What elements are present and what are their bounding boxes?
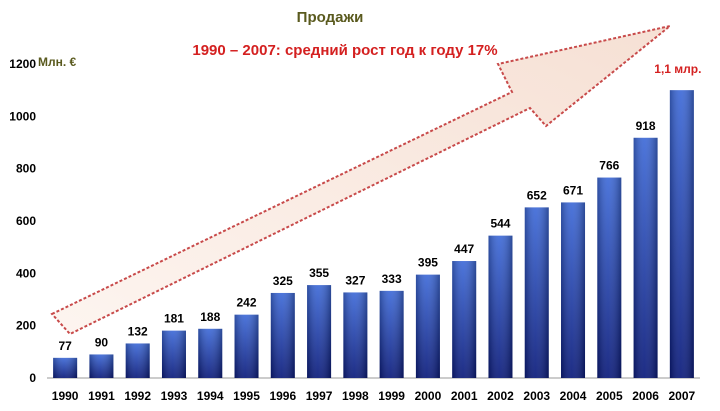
x-tick-label: 2006 (632, 389, 659, 403)
bar-shade (415, 274, 440, 378)
x-tick-label: 1993 (161, 389, 188, 403)
bar-value-label: 188 (200, 310, 220, 324)
bar-value-label: 652 (527, 188, 547, 202)
bar-shade (307, 285, 332, 378)
bars: 77 90 132 181 188 242 325 355 327 333 395 447 544 652… (53, 62, 701, 379)
bar-value-label: 242 (237, 296, 257, 310)
x-axis: 1990 1991 1992 1993 1994 1995 1996 1997 1998 1999… (52, 389, 696, 403)
bar-value-label: 395 (418, 256, 438, 270)
y-axis-label: Млн. € (38, 55, 77, 69)
y-tick-label: 1000 (9, 109, 36, 123)
chart-subtitle: 1990 – 2007: средний рост год к году 17% (192, 42, 497, 59)
bar-value-label: 77 (58, 339, 72, 353)
bar-shade (669, 90, 694, 379)
bar-value-label: 132 (128, 324, 148, 338)
bar-value-label: 447 (454, 242, 474, 256)
bar-shade (125, 343, 150, 378)
bar-shade (53, 357, 78, 378)
x-tick-label: 2001 (451, 389, 478, 403)
bar-shade (270, 292, 295, 378)
x-tick-label: 1999 (378, 389, 405, 403)
bar-shade (597, 177, 622, 378)
bar-value-label: 918 (636, 119, 656, 133)
bar-value-label: 355 (309, 266, 329, 280)
chart-title: Продажи (297, 9, 364, 26)
bar-value-label: 90 (95, 335, 109, 349)
x-tick-label: 2002 (487, 389, 514, 403)
growth-arrow (50, 25, 671, 336)
bar-shade (561, 202, 586, 378)
x-tick-label: 2007 (669, 389, 696, 403)
bar-shade (452, 261, 477, 378)
bar-shade (379, 290, 404, 378)
x-tick-label: 1998 (342, 389, 369, 403)
y-tick-label: 800 (16, 162, 36, 176)
bar-shade (488, 235, 513, 378)
x-tick-label: 1997 (306, 389, 333, 403)
x-tick-label: 1996 (269, 389, 296, 403)
bar-shade (234, 314, 259, 378)
bar-shade (633, 137, 658, 378)
x-tick-label: 1991 (88, 389, 115, 403)
y-axis: 0 200 400 600 800 1000 1200 (9, 57, 700, 385)
x-tick-label: 2003 (523, 389, 550, 403)
bar-value-label: 1,1 млр. (654, 62, 701, 76)
bar-shade (524, 207, 549, 378)
bar-shade (161, 330, 186, 378)
bar-value-label: 671 (563, 183, 583, 197)
x-tick-label: 2000 (415, 389, 442, 403)
x-tick-label: 1992 (124, 389, 151, 403)
bar-shade (198, 328, 223, 378)
y-tick-label: 400 (16, 266, 36, 280)
x-tick-label: 1990 (52, 389, 79, 403)
x-tick-label: 2005 (596, 389, 623, 403)
y-tick-label: 200 (16, 319, 36, 333)
x-tick-label: 1995 (233, 389, 260, 403)
bar-value-label: 544 (490, 217, 510, 231)
x-tick-label: 1994 (197, 389, 224, 403)
bar-shade (343, 292, 368, 378)
bar-value-label: 333 (382, 272, 402, 286)
y-tick-label: 600 (16, 214, 36, 228)
bar-value-label: 327 (345, 273, 365, 287)
bar-value-label: 181 (164, 312, 184, 326)
y-tick-label: 0 (29, 371, 36, 385)
y-tick-label: 1200 (9, 57, 36, 71)
bar-value-label: 766 (599, 159, 619, 173)
x-tick-label: 2004 (560, 389, 587, 403)
bar-value-label: 325 (273, 274, 293, 288)
bar-shade (89, 354, 114, 378)
